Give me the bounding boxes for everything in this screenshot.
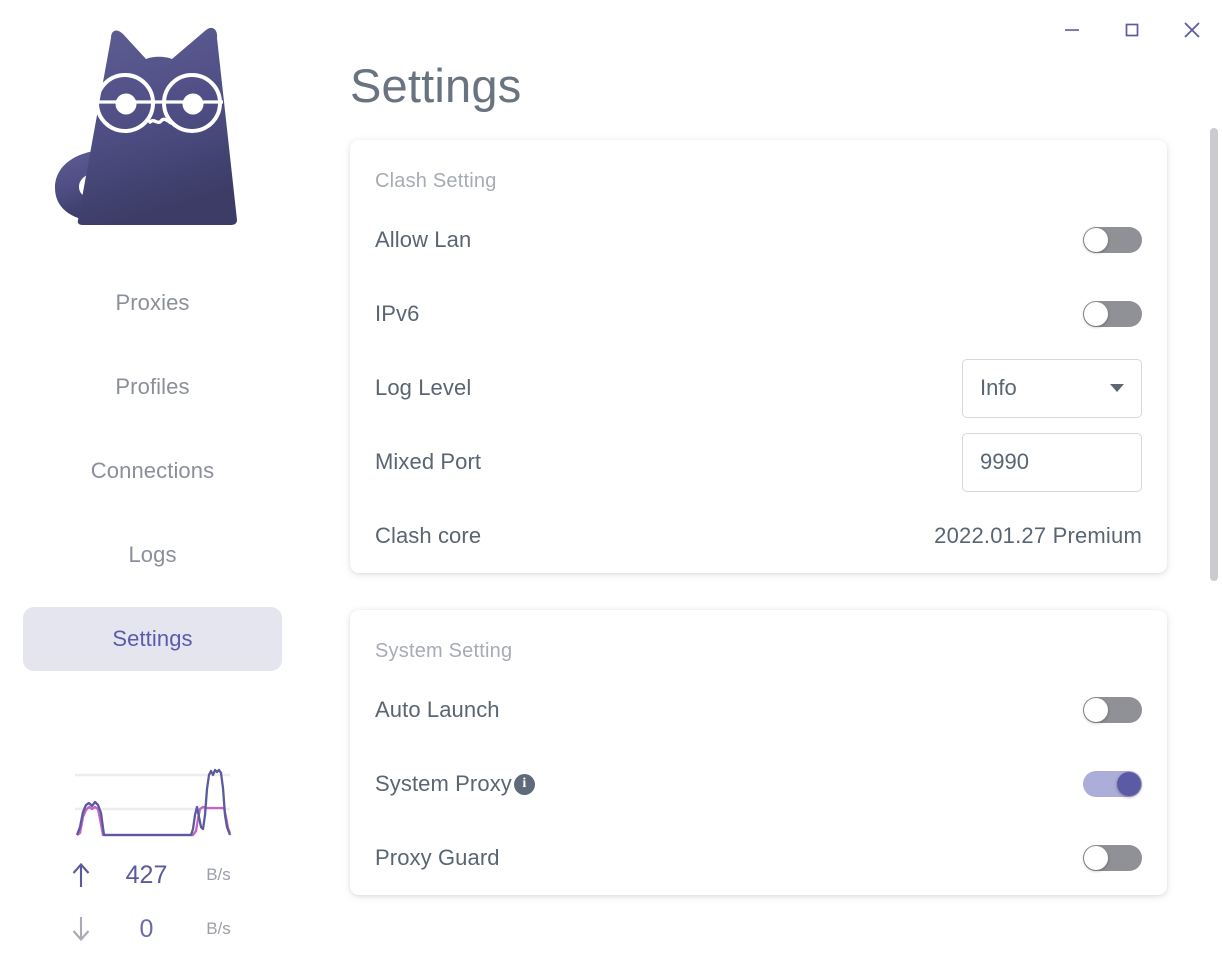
sidebar: Proxies Profiles Connections Logs Settin… <box>0 0 305 956</box>
sidebar-item-proxies[interactable]: Proxies <box>23 271 282 335</box>
row-system-proxy: System Proxy i <box>375 747 1142 821</box>
maximize-icon <box>1121 19 1143 41</box>
system-proxy-toggle[interactable] <box>1083 771 1142 797</box>
log-level-select[interactable]: Info <box>962 358 1142 418</box>
row-label: System Proxy i <box>375 771 535 797</box>
traffic-widget: 427 B/s 0 B/s <box>58 757 248 956</box>
sidebar-item-logs[interactable]: Logs <box>23 523 282 587</box>
main-content: Settings Clash Setting Allow Lan IPv6 <box>305 0 1222 956</box>
scrollbar-thumb[interactable] <box>1210 128 1218 581</box>
row-label: IPv6 <box>375 301 420 326</box>
upload-speed-row: 427 B/s <box>58 848 248 902</box>
window-controls <box>1042 0 1222 60</box>
arrow-up-icon <box>58 860 104 890</box>
sidebar-item-label: Logs <box>128 542 177 567</box>
sidebar-item-label: Profiles <box>115 374 190 399</box>
log-level-value: Info <box>980 375 1017 400</box>
sidebar-item-label: Settings <box>112 626 193 651</box>
upload-speed-unit: B/s <box>206 865 231 884</box>
download-speed-unit: B/s <box>206 919 231 938</box>
toggle-knob <box>1084 228 1108 252</box>
traffic-sparkline <box>75 768 232 837</box>
row-allow-lan: Allow Lan <box>375 203 1142 277</box>
download-speed-row: 0 B/s <box>58 902 248 956</box>
minimize-button[interactable] <box>1042 2 1102 58</box>
scrollbar[interactable] <box>1210 0 1218 956</box>
row-auto-launch: Auto Launch <box>375 673 1142 747</box>
row-label: Allow Lan <box>375 227 472 252</box>
row-ipv6: IPv6 <box>375 277 1142 351</box>
row-label: Proxy Guard <box>375 845 500 870</box>
speed-readouts: 427 B/s 0 B/s <box>58 848 248 956</box>
sidebar-item-settings[interactable]: Settings <box>23 607 282 671</box>
close-icon <box>1180 18 1204 42</box>
allow-lan-toggle[interactable] <box>1083 227 1142 253</box>
card-clash-setting: Clash Setting Allow Lan IPv6 Log Level <box>350 140 1167 573</box>
row-clash-core: Clash core 2022.01.27 Premium <box>375 499 1142 573</box>
clash-cat-logo <box>54 27 237 226</box>
upload-speed-value: 427 <box>125 860 168 889</box>
row-label: Log Level <box>375 375 472 400</box>
row-label: Mixed Port <box>375 449 482 474</box>
settings-cards: Clash Setting Allow Lan IPv6 Log Level <box>350 140 1222 895</box>
toggle-knob <box>1084 302 1108 326</box>
sidebar-item-label: Proxies <box>115 290 190 315</box>
row-proxy-guard: Proxy Guard <box>375 821 1142 895</box>
card-system-setting: System Setting Auto Launch System Proxy … <box>350 610 1167 895</box>
toggle-knob <box>1117 772 1141 796</box>
page-title: Settings <box>350 59 522 112</box>
card-title: Clash Setting <box>375 170 497 192</box>
row-label-text: System Proxy <box>375 771 512 796</box>
arrow-down-icon <box>58 914 104 944</box>
sidebar-item-profiles[interactable]: Profiles <box>23 355 282 419</box>
minimize-icon <box>1061 19 1083 41</box>
close-button[interactable] <box>1162 2 1222 58</box>
card-title: System Setting <box>375 640 513 662</box>
row-label: Clash core <box>375 523 482 548</box>
auto-launch-toggle[interactable] <box>1083 697 1142 723</box>
info-icon[interactable]: i <box>513 773 535 795</box>
row-mixed-port: Mixed Port <box>375 425 1142 499</box>
mixed-port-input[interactable] <box>962 432 1142 492</box>
ipv6-toggle[interactable] <box>1083 301 1142 327</box>
row-label: Auto Launch <box>375 697 500 722</box>
sidebar-item-label: Connections <box>90 458 215 483</box>
proxy-guard-toggle[interactable] <box>1083 845 1142 871</box>
clash-core-version: 2022.01.27 Premium <box>934 523 1142 548</box>
toggle-knob <box>1084 698 1108 722</box>
download-speed-value: 0 <box>139 914 154 943</box>
toggle-knob <box>1084 846 1108 870</box>
maximize-button[interactable] <box>1102 2 1162 58</box>
chevron-down-icon <box>1110 384 1124 392</box>
sidebar-nav: Proxies Profiles Connections Logs Settin… <box>0 271 305 691</box>
sidebar-item-connections[interactable]: Connections <box>23 439 282 503</box>
row-log-level: Log Level Info <box>375 351 1142 425</box>
